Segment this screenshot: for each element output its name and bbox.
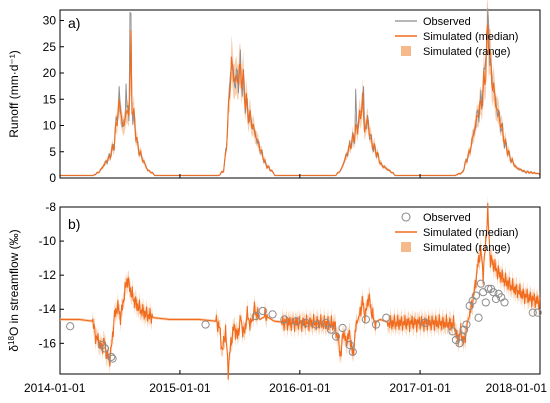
panel-b-ytick-label: -16 (39, 336, 57, 350)
observed-point (420, 318, 429, 327)
observed-point (533, 308, 542, 317)
panel-b-median-series (60, 202, 541, 380)
observed-point (66, 322, 75, 331)
legend-range-label: Simulated (range) (423, 242, 510, 254)
x-tick-label: 2015-01-01 (149, 381, 211, 395)
observed-point (382, 313, 391, 322)
observed-point (201, 320, 210, 329)
observed-point (345, 340, 354, 350)
panel-a-label: a) (68, 15, 80, 31)
legend-median-label: Simulated (median) (423, 31, 518, 43)
legend-observed-swatch (401, 212, 411, 222)
observed-point (448, 327, 457, 336)
x-tick-label: 2018-01-01 (486, 381, 548, 395)
observed-point (474, 313, 483, 322)
observed-point (251, 311, 260, 321)
observed-point (348, 347, 357, 356)
x-tick-label: 2017-01-01 (389, 381, 451, 395)
legend-median-label: Simulated (median) (423, 227, 518, 239)
legend-range-swatch (401, 46, 411, 56)
legend-observed-label: Observed (423, 16, 471, 28)
panel-b-observed-series (66, 279, 542, 363)
x-tick-label: 2016-01-01 (269, 381, 331, 395)
legend-range-swatch (401, 242, 411, 252)
legend-observed-label: Observed (423, 212, 471, 224)
observed-point (107, 352, 116, 362)
panel-a-ytick-label: 30 (43, 14, 57, 28)
observed-point (326, 325, 336, 334)
observed-point (500, 298, 509, 307)
panel-a-ytick-label: 0 (49, 171, 56, 185)
observed-point (312, 320, 321, 329)
observed-point (528, 308, 537, 317)
observed-point (301, 318, 311, 327)
observed-point (100, 344, 110, 353)
observed-point (258, 306, 267, 316)
observed-point (460, 325, 469, 334)
panel-b-label: b) (68, 216, 80, 232)
panel-a-ytick-label: 5 (49, 145, 56, 159)
observed-point (489, 288, 498, 297)
panel-b-ytick-label: -8 (45, 200, 56, 214)
observed-point (462, 320, 471, 329)
panel-a-ytick-label: 20 (43, 66, 57, 80)
observed-point (321, 318, 330, 327)
panel-b-ytick-label: -12 (39, 268, 57, 282)
panel-a-ytick-label: 15 (43, 92, 57, 106)
panel-a-ytick-label: 10 (43, 119, 57, 133)
panel-b-ylabel: δ18O in streamflow (‰) (7, 229, 22, 351)
shared-x-axis: 2014-01-01 2015-01-01 2016-01-01 2017-01-01… (24, 174, 547, 395)
observed-point (471, 291, 481, 300)
observed-point (371, 320, 381, 329)
panel-b-isotope: -16 -14 -12 -10 -8 δ18O in streamflow (‰) b) Ob… (7, 195, 542, 388)
observed-point (291, 317, 300, 326)
observed-point (491, 294, 501, 304)
observed-point (338, 323, 347, 333)
observed-point (108, 354, 117, 363)
panel-a-runoff: 0 5 10 15 20 25 30 Runoff (mm·d⁻¹) a) Observed Sim… (7, 0, 541, 185)
panel-b-ytick-label: -14 (39, 302, 57, 316)
panel-a-legend: Observed Simulated (median) Simulated (ran… (395, 16, 518, 58)
observed-point (268, 310, 277, 319)
observed-point (331, 332, 341, 341)
observed-point (476, 279, 485, 288)
legend-range-label: Simulated (range) (423, 46, 510, 58)
observed-point (481, 298, 490, 307)
panel-a-ytick-label: 25 (43, 40, 57, 54)
panel-a-ylabel: Runoff (mm·d⁻¹) (7, 50, 21, 137)
observed-point (280, 315, 289, 324)
x-tick-label: 2014-01-01 (24, 381, 86, 395)
panel-b-median-line (60, 202, 541, 380)
observed-point (361, 315, 370, 324)
panel-b-legend: Observed Simulated (median) Simulated (ran… (395, 212, 518, 254)
panel-b-ytick-label: -10 (39, 234, 57, 248)
